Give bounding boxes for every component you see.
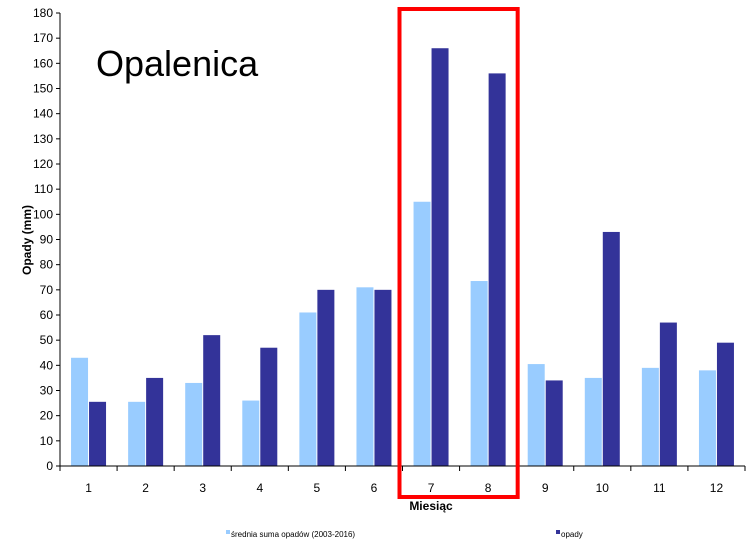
legend-swatch-1 — [556, 530, 560, 534]
bar-mean-8 — [470, 281, 488, 466]
y-axis-title: Opady (mm) — [20, 205, 34, 275]
bar-actual-6 — [374, 289, 392, 466]
y-tick-label-0: 0 — [46, 459, 53, 473]
y-tick-label-10: 10 — [40, 434, 54, 448]
x-tick-label-12: 12 — [710, 481, 724, 495]
x-tick-label-1: 1 — [85, 481, 92, 495]
y-tick-label-60: 60 — [40, 308, 54, 322]
bar-actual-7 — [431, 48, 449, 466]
bar-actual-12 — [716, 342, 734, 466]
x-tick-label-6: 6 — [371, 481, 378, 495]
x-tick-label-10: 10 — [596, 481, 610, 495]
bar-actual-9 — [545, 380, 563, 466]
y-tick-label-120: 120 — [33, 157, 53, 171]
y-tick-label-130: 130 — [33, 132, 53, 146]
bar-actual-8 — [488, 73, 506, 467]
bars-group — [71, 48, 734, 467]
bar-mean-4 — [242, 400, 260, 466]
bar-actual-1 — [89, 401, 107, 466]
bar-actual-4 — [260, 347, 278, 466]
bar-actual-5 — [317, 289, 335, 466]
bar-mean-2 — [128, 401, 146, 466]
bar-mean-12 — [698, 370, 716, 466]
y-tick-label-140: 140 — [33, 107, 53, 121]
bar-mean-7 — [413, 201, 431, 466]
x-tick-label-4: 4 — [256, 481, 263, 495]
y-tick-label-30: 30 — [40, 384, 54, 398]
x-tick-label-9: 9 — [542, 481, 549, 495]
y-tick-label-170: 170 — [33, 31, 53, 45]
y-tick-label-40: 40 — [40, 358, 54, 372]
legend: średnia suma opadów (2003-2016) opady — [226, 530, 583, 539]
bar-actual-3 — [203, 335, 221, 466]
y-tick-label-150: 150 — [33, 82, 53, 96]
legend-label-1: opady — [561, 530, 583, 539]
bar-mean-5 — [299, 312, 317, 466]
x-axis-title: Miesiąc — [409, 499, 453, 513]
bar-mean-1 — [71, 357, 89, 466]
chart-title: Opalenica — [96, 43, 259, 84]
y-tick-label-160: 160 — [33, 56, 53, 70]
bar-actual-11 — [659, 322, 677, 466]
bar-mean-10 — [584, 377, 602, 466]
y-tick-label-20: 20 — [40, 409, 54, 423]
x-tick-label-2: 2 — [142, 481, 149, 495]
y-tick-label-70: 70 — [40, 283, 54, 297]
x-tick-label-11: 11 — [653, 481, 666, 495]
bar-actual-2 — [146, 377, 164, 466]
legend-swatch-0 — [226, 530, 230, 534]
highlight-box — [397, 7, 520, 499]
bar-mean-6 — [356, 287, 374, 466]
y-tick-label-100: 100 — [33, 207, 53, 221]
x-tick-label-5: 5 — [314, 481, 321, 495]
x-tick-label-3: 3 — [199, 481, 206, 495]
bar-actual-10 — [602, 231, 620, 466]
bar-mean-11 — [641, 367, 659, 466]
bar-mean-9 — [527, 364, 545, 466]
y-tick-label-180: 180 — [33, 6, 53, 20]
y-tick-label-90: 90 — [40, 233, 54, 247]
y-tick-label-80: 80 — [40, 258, 54, 272]
y-tick-label-50: 50 — [40, 333, 54, 347]
bar-mean-3 — [185, 382, 203, 466]
ticks-group: 0102030405060708090100110120130140150160… — [33, 6, 746, 495]
x-tick-label-8: 8 — [485, 481, 492, 495]
x-tick-label-7: 7 — [428, 481, 435, 495]
y-tick-label-110: 110 — [34, 182, 53, 196]
legend-label-0: średnia suma opadów (2003-2016) — [231, 530, 355, 539]
